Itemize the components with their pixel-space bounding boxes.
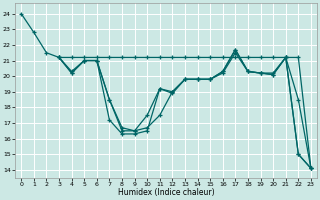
X-axis label: Humidex (Indice chaleur): Humidex (Indice chaleur) xyxy=(118,188,214,197)
